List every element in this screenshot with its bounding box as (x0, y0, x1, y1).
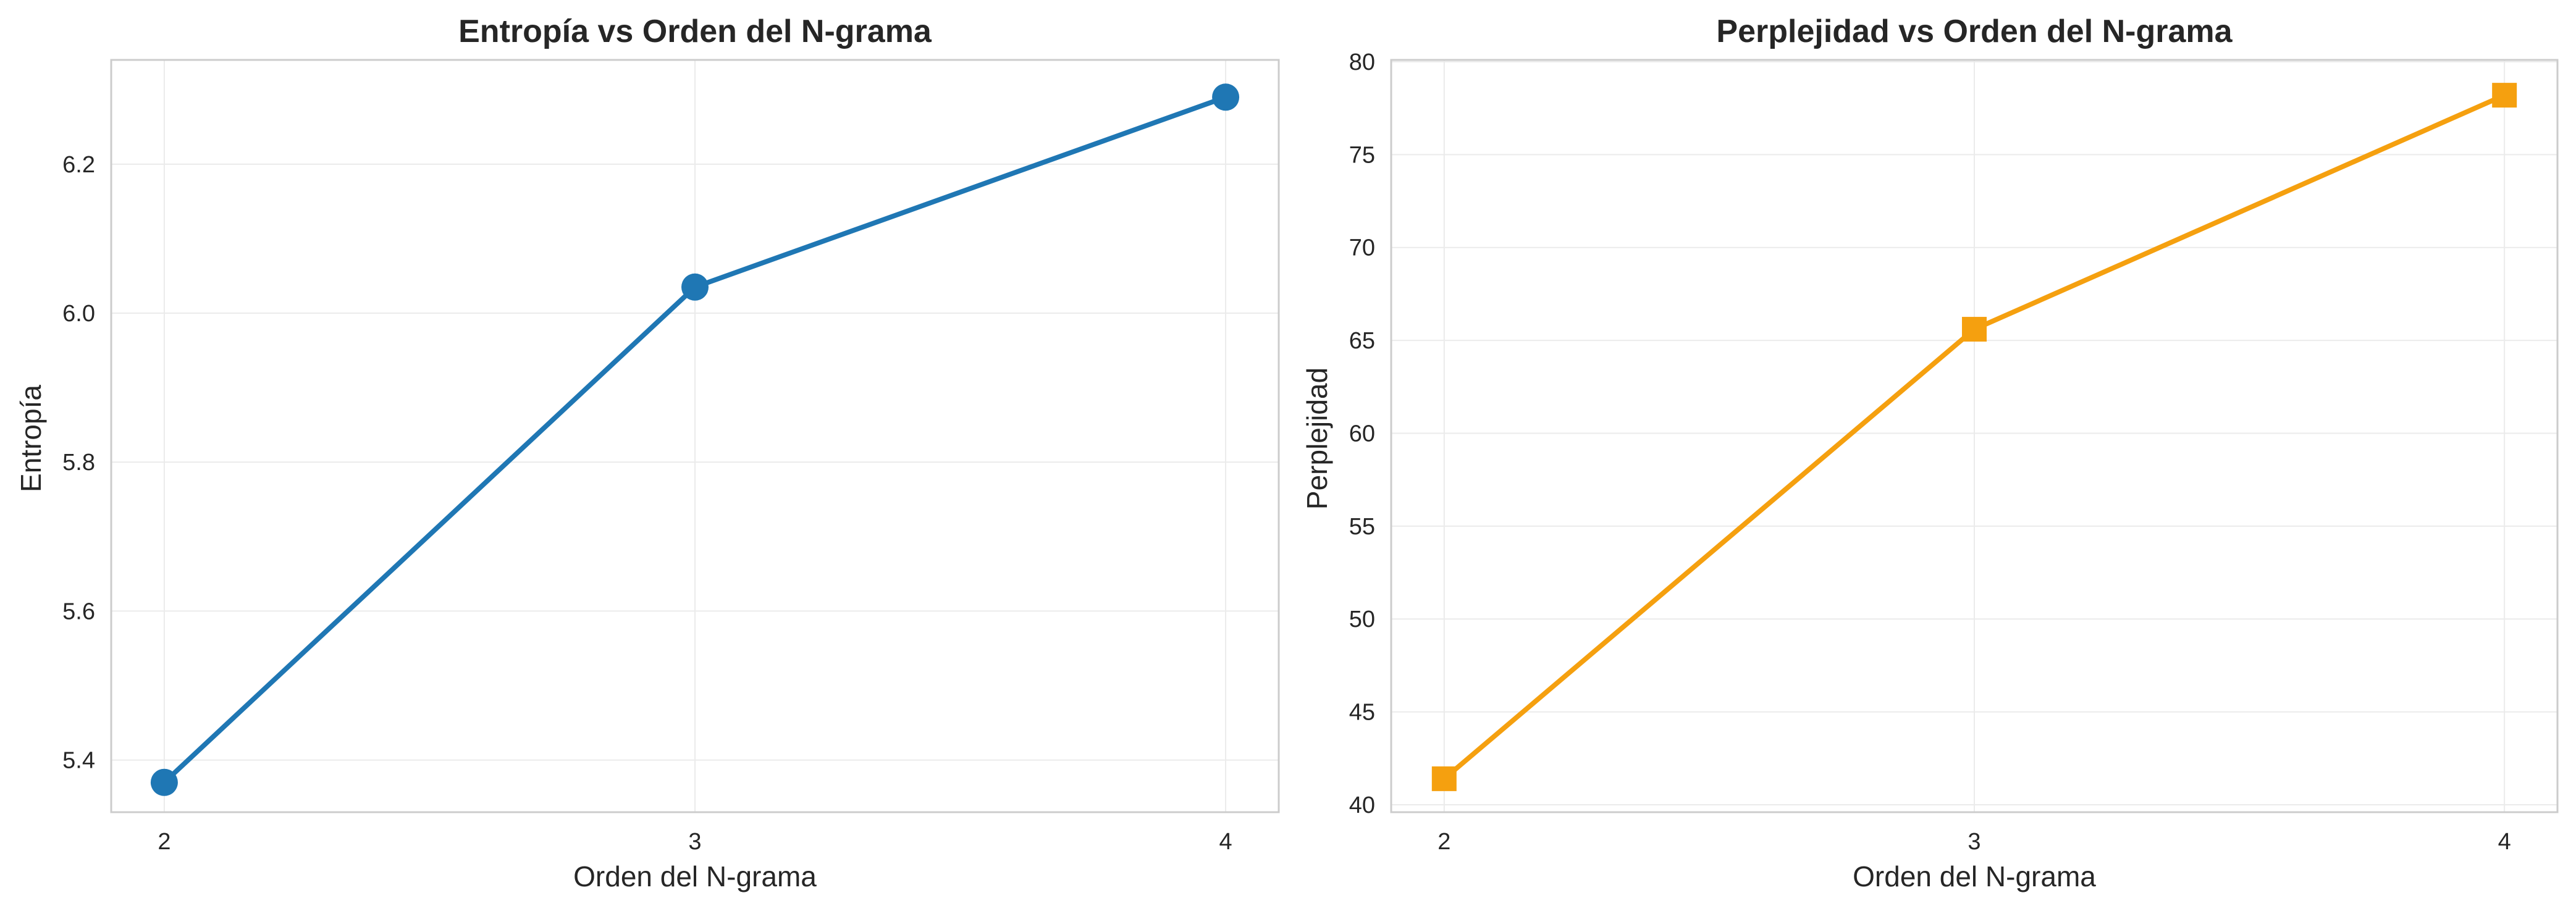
plot-frame (1390, 59, 2559, 813)
y-axis-label: Perplejidad (1301, 367, 1333, 510)
y-tick-label: 45 (1349, 700, 1375, 726)
x-tick-label: 4 (1219, 829, 1232, 855)
y-tick-label: 75 (1349, 142, 1375, 168)
x-tick-label: 3 (688, 829, 701, 855)
y-axis-label: Entropía (15, 385, 47, 492)
x-tick-label: 2 (158, 829, 170, 855)
y-tick-label: 70 (1349, 235, 1375, 261)
data-point (1962, 317, 1987, 342)
y-tick-label: 65 (1349, 328, 1375, 354)
y-tick-label: 55 (1349, 514, 1375, 540)
data-point (150, 768, 178, 796)
x-tick-label: 4 (2498, 829, 2511, 855)
plot-layer: 5.4 5.6 5.8 6.0 6.2 2 3 4 (62, 59, 1280, 855)
x-tick-label: 3 (1968, 829, 1980, 855)
plot-layer: 40 45 50 55 60 65 70 75 80 2 3 4 (1349, 49, 2559, 855)
x-axis-label: Orden del N-grama (573, 860, 817, 892)
x-axis-label: Orden del N-grama (1853, 860, 2096, 892)
y-tick-label: 80 (1349, 49, 1375, 75)
data-point (681, 273, 709, 301)
y-tick-label: 6.0 (62, 301, 95, 327)
chart-title: Perplejidad vs Orden del N-grama (1716, 14, 2233, 49)
chart-title: Entropía vs Orden del N-grama (458, 14, 932, 49)
y-tick-label: 6.2 (62, 152, 95, 178)
y-tick-label: 40 (1349, 792, 1375, 818)
y-tick-label: 60 (1349, 421, 1375, 447)
y-tick-label: 50 (1349, 607, 1375, 632)
perplexity-chart: 40 45 50 55 60 65 70 75 80 2 3 4 Perplejidad vs Ord… (1301, 14, 2559, 892)
y-tick-label: 5.6 (62, 598, 95, 624)
y-tick-label: 5.4 (62, 748, 95, 774)
x-tick-label: 2 (1437, 829, 1450, 855)
data-point (2492, 83, 2517, 108)
data-point (1431, 766, 1457, 791)
entropy-chart: 5.4 5.6 5.8 6.0 6.2 2 3 4 Entropía vs Orden del… (15, 14, 1280, 892)
data-point (1212, 83, 1240, 111)
plot-frame (110, 59, 1280, 813)
y-tick-label: 5.8 (62, 450, 95, 476)
